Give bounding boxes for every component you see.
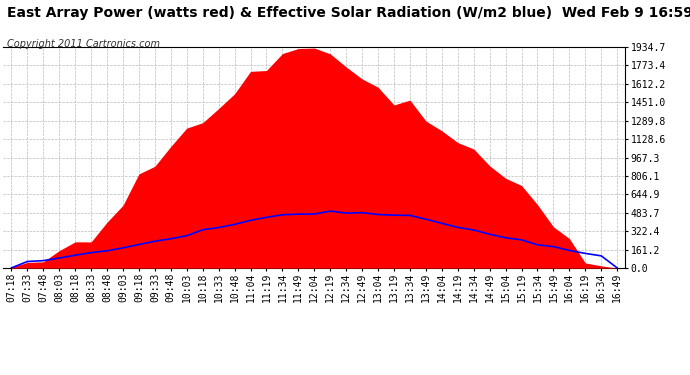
Text: East Array Power (watts red) & Effective Solar Radiation (W/m2 blue)  Wed Feb 9 : East Array Power (watts red) & Effective… xyxy=(7,6,690,20)
Text: Copyright 2011 Cartronics.com: Copyright 2011 Cartronics.com xyxy=(7,39,160,50)
